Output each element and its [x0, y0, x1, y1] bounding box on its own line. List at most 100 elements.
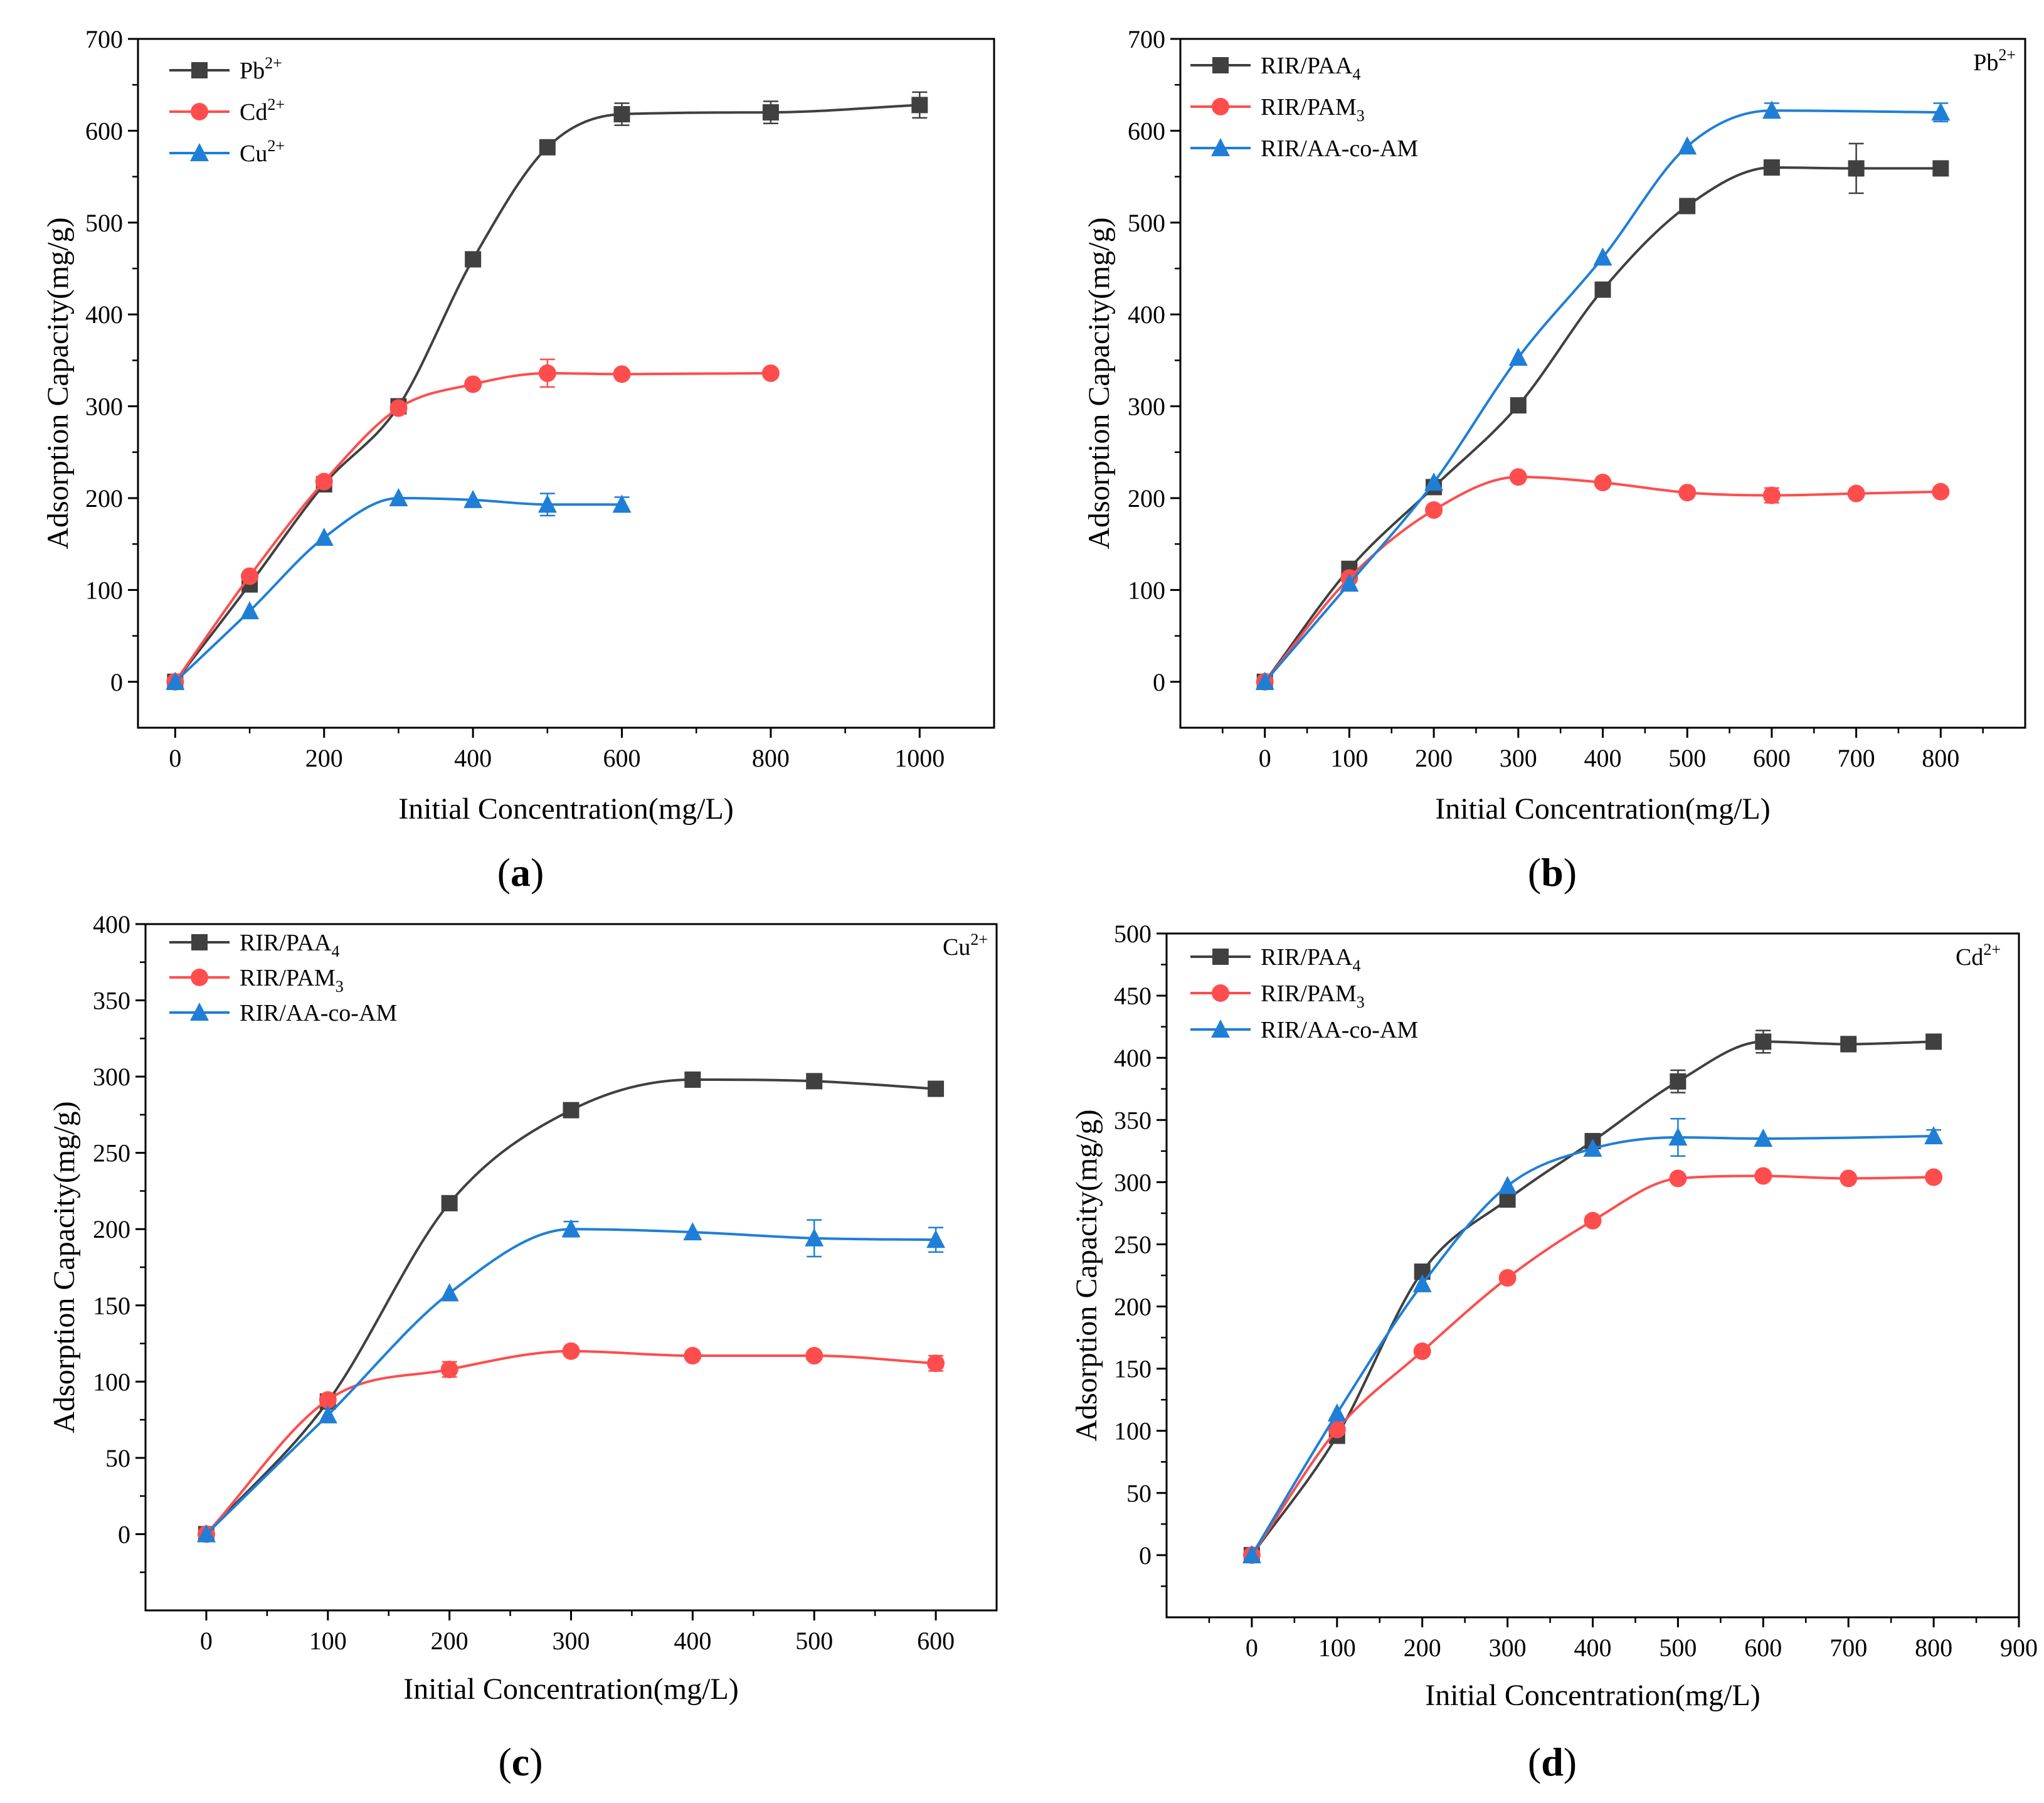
x-tick-label: 0: [169, 744, 181, 772]
y-tick-label: 450: [1114, 982, 1152, 1010]
ion-label-sup: 2+: [1983, 940, 2001, 959]
data-point: [1425, 501, 1443, 519]
data-point: [1508, 348, 1528, 366]
legend-label: RIR/AA-co-AM: [1261, 1017, 1418, 1043]
y-tick-label: 100: [1128, 576, 1165, 604]
legend-label: RIR/PAM3: [240, 965, 344, 996]
x-tick-label: 0: [1246, 1634, 1258, 1662]
y-axis-title: Adsorption Capacity(mg/g): [1070, 1109, 1103, 1441]
legend-label: Cd2+: [240, 95, 285, 125]
data-point: [1925, 1033, 1942, 1050]
y-axis-title: Adsorption Capacity(mg/g): [48, 1101, 81, 1433]
legend-label-text: RIR/PAM: [240, 965, 336, 991]
y-tick-label: 100: [93, 1368, 130, 1396]
y-tick-label: 400: [93, 910, 130, 939]
data-point: [240, 601, 260, 620]
data-point: [613, 365, 631, 383]
x-tick-label: 300: [553, 1627, 590, 1655]
plot-frame: [137, 38, 995, 729]
data-point: [561, 1219, 581, 1238]
legend-label-text: Cu: [240, 141, 267, 167]
legend-marker: [191, 103, 208, 120]
legend-label: Pb2+: [240, 54, 282, 84]
legend-label-text: Pb: [240, 58, 265, 84]
x-tick-label: 500: [795, 1627, 833, 1655]
legend-label-sub: 3: [1357, 993, 1365, 1011]
data-point: [1424, 472, 1444, 491]
legend-label-sub: 3: [336, 977, 344, 996]
data-point: [613, 106, 630, 123]
y-tick-label: 0: [118, 1520, 130, 1548]
y-tick-label: 400: [85, 300, 123, 329]
legend-label-sup: 2+: [267, 95, 285, 114]
data-point: [562, 1342, 580, 1360]
data-point: [1669, 1169, 1687, 1188]
x-tick-label: 700: [1838, 744, 1875, 772]
data-point: [1670, 1073, 1687, 1090]
data-point: [806, 1073, 823, 1090]
data-point: [1925, 1168, 1943, 1186]
legend-label-text: Cd: [240, 99, 267, 125]
data-point: [1755, 1033, 1772, 1050]
x-tick-label: 200: [431, 1627, 469, 1655]
legend-marker: [191, 934, 208, 950]
data-point: [1413, 1342, 1431, 1360]
y-tick-label: 300: [1128, 393, 1165, 421]
chart-panel: 0 100 200 300 400 500 600 700 800 900 0 50 100 150 200…: [1070, 920, 2038, 1784]
y-tick-label: 350: [93, 987, 130, 1015]
data-point: [1327, 1403, 1347, 1422]
data-point: [1328, 1420, 1346, 1439]
legend-marker: [1212, 98, 1229, 115]
x-tick-label: 200: [1415, 744, 1453, 772]
y-tick-label: 0: [110, 668, 123, 696]
y-tick-label: 300: [93, 1063, 130, 1091]
data-point: [1932, 160, 1949, 177]
data-point: [1594, 281, 1611, 298]
data-point: [1340, 573, 1359, 592]
x-tick-label: 300: [1500, 744, 1537, 772]
panel-label-close: ): [529, 1740, 543, 1784]
legend-label-text: RIR/AA-co-AM: [1261, 1017, 1418, 1043]
y-tick-label: 250: [1114, 1230, 1152, 1258]
y-tick-label: 600: [1128, 117, 1165, 145]
x-tick-label: 800: [1915, 1634, 1952, 1662]
legend-label-text: RIR/PAM: [1261, 94, 1357, 120]
y-tick-label: 600: [85, 117, 123, 145]
legend-marker: [1212, 984, 1229, 1002]
x-tick-label: 800: [752, 744, 790, 772]
data-point: [911, 97, 928, 114]
data-point: [1583, 1138, 1602, 1157]
data-point: [563, 1102, 580, 1119]
data-point: [683, 1222, 702, 1241]
y-tick-label: 500: [85, 209, 123, 237]
ion-label-sup: 2+: [1998, 46, 2016, 64]
series-line: [1264, 476, 1941, 683]
y-tick-label: 300: [85, 393, 123, 421]
data-point: [1754, 1129, 1773, 1147]
legend-label: RIR/AA-co-AM: [1261, 136, 1418, 162]
panel-label-letter: a: [511, 850, 531, 895]
data-point: [440, 1283, 459, 1302]
data-point: [196, 1524, 216, 1543]
y-tick-label: 400: [1128, 300, 1165, 329]
legend-label-text: RIR/AA-co-AM: [240, 1000, 397, 1026]
y-tick-label: 150: [93, 1292, 130, 1320]
x-tick-label: 600: [917, 1627, 955, 1655]
legend-label-sup: 2+: [267, 137, 285, 155]
panel-label-open: (: [1528, 1740, 1541, 1784]
data-point: [762, 104, 779, 121]
x-tick-label: 400: [1584, 744, 1622, 772]
ion-label: Cd2+: [1956, 940, 2001, 971]
data-point: [1498, 1176, 1517, 1194]
legend-label-text: RIR/PAA: [1261, 944, 1353, 971]
legend-label-sub: 4: [331, 942, 339, 960]
series-group: [1255, 100, 1951, 690]
x-tick-label: 400: [674, 1627, 711, 1655]
legend-label: RIR/PAM3: [1261, 981, 1365, 1011]
data-point: [1924, 1126, 1944, 1145]
series-group: [1242, 1118, 1944, 1563]
ion-label-text: Cu: [943, 934, 970, 960]
x-tick-label: 600: [1753, 744, 1791, 772]
